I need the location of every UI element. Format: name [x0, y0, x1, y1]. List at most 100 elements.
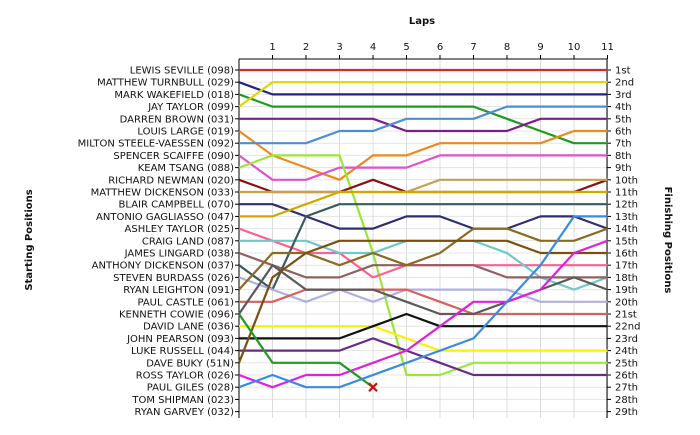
- finishing-position-label: 27th: [615, 383, 638, 394]
- driver-line: [238, 81, 608, 108]
- driver-line: [238, 81, 608, 96]
- finishing-position-label: 28th: [615, 395, 638, 406]
- finishing-position-label: 11th: [615, 188, 638, 199]
- finishing-position-label: 23rd: [615, 334, 638, 345]
- finishing-position-label: 15th: [615, 236, 638, 247]
- starting-position-label: LEWIS SEVILLE (098): [130, 66, 234, 77]
- starting-position-label: MATTHEW DICKENSON (033): [91, 188, 234, 199]
- retired-marker: [368, 382, 378, 392]
- driver-line: [238, 251, 608, 279]
- starting-position-label: DAVID LANE (036): [143, 322, 234, 333]
- driver-line: [238, 154, 608, 377]
- starting-position-label: PAUL CASTLE (061): [137, 297, 234, 308]
- driver-line: [238, 93, 608, 145]
- starting-position-label: TOM SHIPMAN (023): [131, 395, 234, 406]
- starting-position-label: JAMES LINGARD (038): [124, 249, 234, 260]
- driver-line: [239, 312, 608, 340]
- starting-position-label: STEVEN BURDASS (026): [113, 273, 234, 284]
- driver-line: [238, 129, 608, 181]
- finishing-position-label: 13th: [615, 212, 638, 223]
- driver-line: [237, 239, 608, 364]
- starting-position-label: LUKE RUSSELL (044): [131, 346, 234, 357]
- starting-position-label: RYAN LEIGHTON (091): [123, 285, 234, 296]
- driver-line: [238, 154, 608, 181]
- lap-tick-label: 10: [568, 42, 581, 53]
- finishing-position-label: 1st: [615, 66, 631, 77]
- top-axis-title: Laps: [409, 16, 435, 27]
- lap-tick-label: 4: [370, 42, 376, 53]
- driver-line: [239, 105, 608, 145]
- lap-tick-label: 2: [303, 42, 309, 53]
- finishing-position-label: 3rd: [615, 90, 632, 101]
- starting-position-label: ANTHONY DICKENSON (037): [92, 261, 234, 272]
- finishing-position-label: 5th: [615, 114, 632, 125]
- plot-area: [239, 59, 607, 418]
- driver-line: [238, 276, 608, 303]
- driver-line: [239, 203, 608, 230]
- finishing-position-label: 19th: [615, 285, 638, 296]
- starting-position-label: CRAIG LAND (087): [142, 236, 234, 247]
- right-axis-title: Finishing Positions: [662, 187, 673, 294]
- starting-position-label: PAUL GILES (028): [147, 383, 234, 394]
- lap-tick-label: 9: [537, 42, 543, 53]
- starting-position-label: ANTONIO GAGLIASSO (047): [96, 212, 234, 223]
- driver-line: [238, 203, 608, 291]
- starting-position-label: DARREN BROWN (031): [120, 114, 234, 125]
- starting-position-label: DAVE BUKY (51N): [146, 358, 234, 369]
- finishing-position-label: 26th: [615, 371, 638, 382]
- starting-position-label: RYAN GARVEY (032): [135, 407, 235, 418]
- finishing-position-label: 17th: [615, 261, 638, 272]
- driver-line: [238, 227, 608, 291]
- finishing-position-label: 24th: [615, 346, 638, 357]
- finishing-position-label: 6th: [615, 127, 632, 138]
- starting-position-label: KEAM TSANG (088): [138, 163, 234, 174]
- starting-position-label: ASHLEY TAYLOR (025): [125, 224, 235, 235]
- finishing-position-label: 22nd: [615, 322, 640, 333]
- lap-tick-label: 1: [269, 42, 275, 53]
- driver-line: [238, 264, 608, 316]
- lap-tick-label: 11: [601, 42, 614, 53]
- lap-tick-label: 5: [403, 42, 409, 53]
- finishing-position-label: 4th: [615, 102, 632, 113]
- finishing-position-label: 14th: [615, 224, 638, 235]
- position-lines: [237, 68, 608, 392]
- finishing-position-label: 16th: [615, 249, 638, 260]
- lap-tick-label: 6: [437, 42, 443, 53]
- starting-position-label: MATTHEW TURNBULL (029): [97, 78, 234, 89]
- starting-position-label: RICHARD NEWMAN (020): [108, 175, 234, 186]
- driver-line: [239, 117, 608, 133]
- finishing-position-label: 12th: [615, 200, 638, 211]
- finishing-position-label: 20th: [615, 297, 638, 308]
- finishing-position-label: 29th: [615, 407, 638, 418]
- starting-position-label: LOUIS LARGE (019): [137, 127, 234, 138]
- driver-line: [239, 288, 608, 316]
- finishing-position-label: 9th: [615, 163, 632, 174]
- finishing-position-label: 21st: [615, 310, 637, 321]
- finishing-position-label: 7th: [615, 139, 632, 150]
- starting-position-label: ROSS TAYLOR (026): [136, 371, 234, 382]
- finishing-position-label: 10th: [615, 175, 638, 186]
- finishing-position-label: 25th: [615, 358, 638, 369]
- starting-position-label: JOHN PEARSON (093): [126, 334, 234, 345]
- lap-tick-label: 8: [504, 42, 510, 53]
- left-axis-title: Starting Positions: [24, 189, 35, 290]
- driver-line: [239, 190, 608, 218]
- starting-position-label: BLAIR CAMPBELL (070): [119, 200, 235, 211]
- lap-tick-label: 3: [336, 42, 342, 53]
- driver-line: [238, 313, 374, 389]
- lap-tick-label: 7: [470, 42, 476, 53]
- driver-line: [238, 239, 608, 389]
- finishing-position-label: 8th: [615, 151, 632, 162]
- finishing-position-label: 2nd: [615, 78, 634, 89]
- driver-line: [239, 325, 608, 352]
- starting-position-label: KENNETH COWIE (096): [119, 310, 234, 321]
- driver-line: [239, 178, 608, 194]
- finishing-position-label: 18th: [615, 273, 638, 284]
- starting-position-label: SPENCER SCAIFFE (090): [113, 151, 234, 162]
- starting-position-label: JAY TAYLOR (099): [147, 102, 234, 113]
- starting-position-label: MARK WAKEFIELD (018): [114, 90, 234, 101]
- starting-position-label: MILTON STEELE-VAESSEN (092): [78, 139, 234, 150]
- driver-line: [238, 215, 608, 389]
